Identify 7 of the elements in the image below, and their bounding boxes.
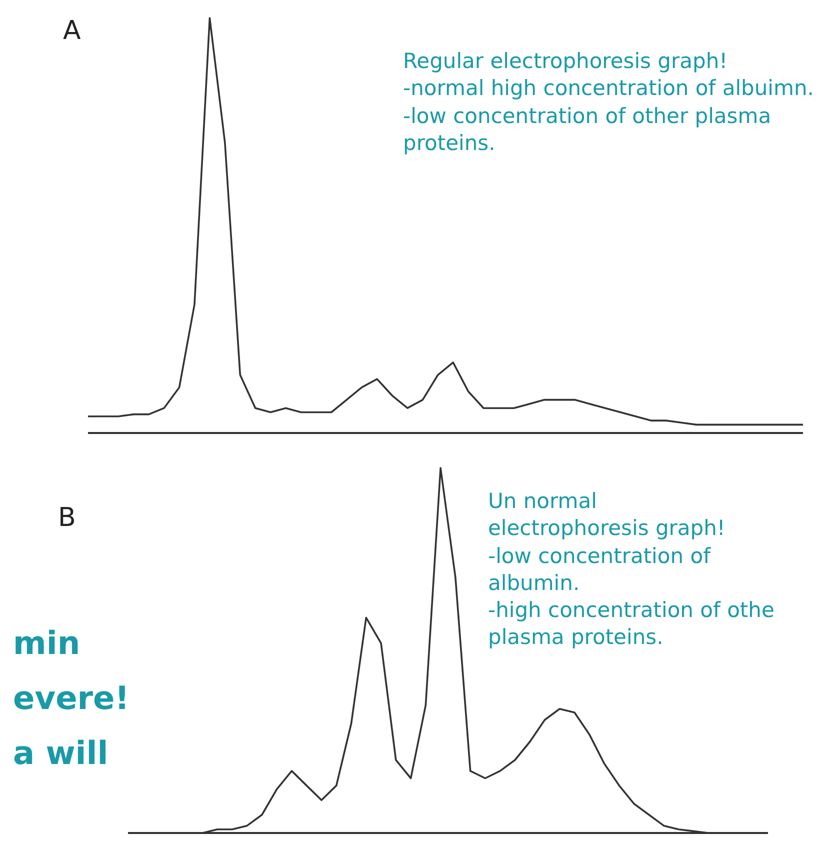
chart-title: A (63, 16, 81, 46)
text: min (13, 623, 82, 664)
annotation: Un normal electrophoresis graph! -low concentration of albumin. -high concentration of othe plasma proteins. (488, 488, 776, 652)
annotation: evere! (13, 678, 130, 719)
text: a will (13, 733, 110, 774)
annotation: Regular electrophoresis graph! -normal high concentration of albuimn. -low concentration of other plasma proteins. (403, 48, 815, 157)
text: B (58, 503, 76, 533)
